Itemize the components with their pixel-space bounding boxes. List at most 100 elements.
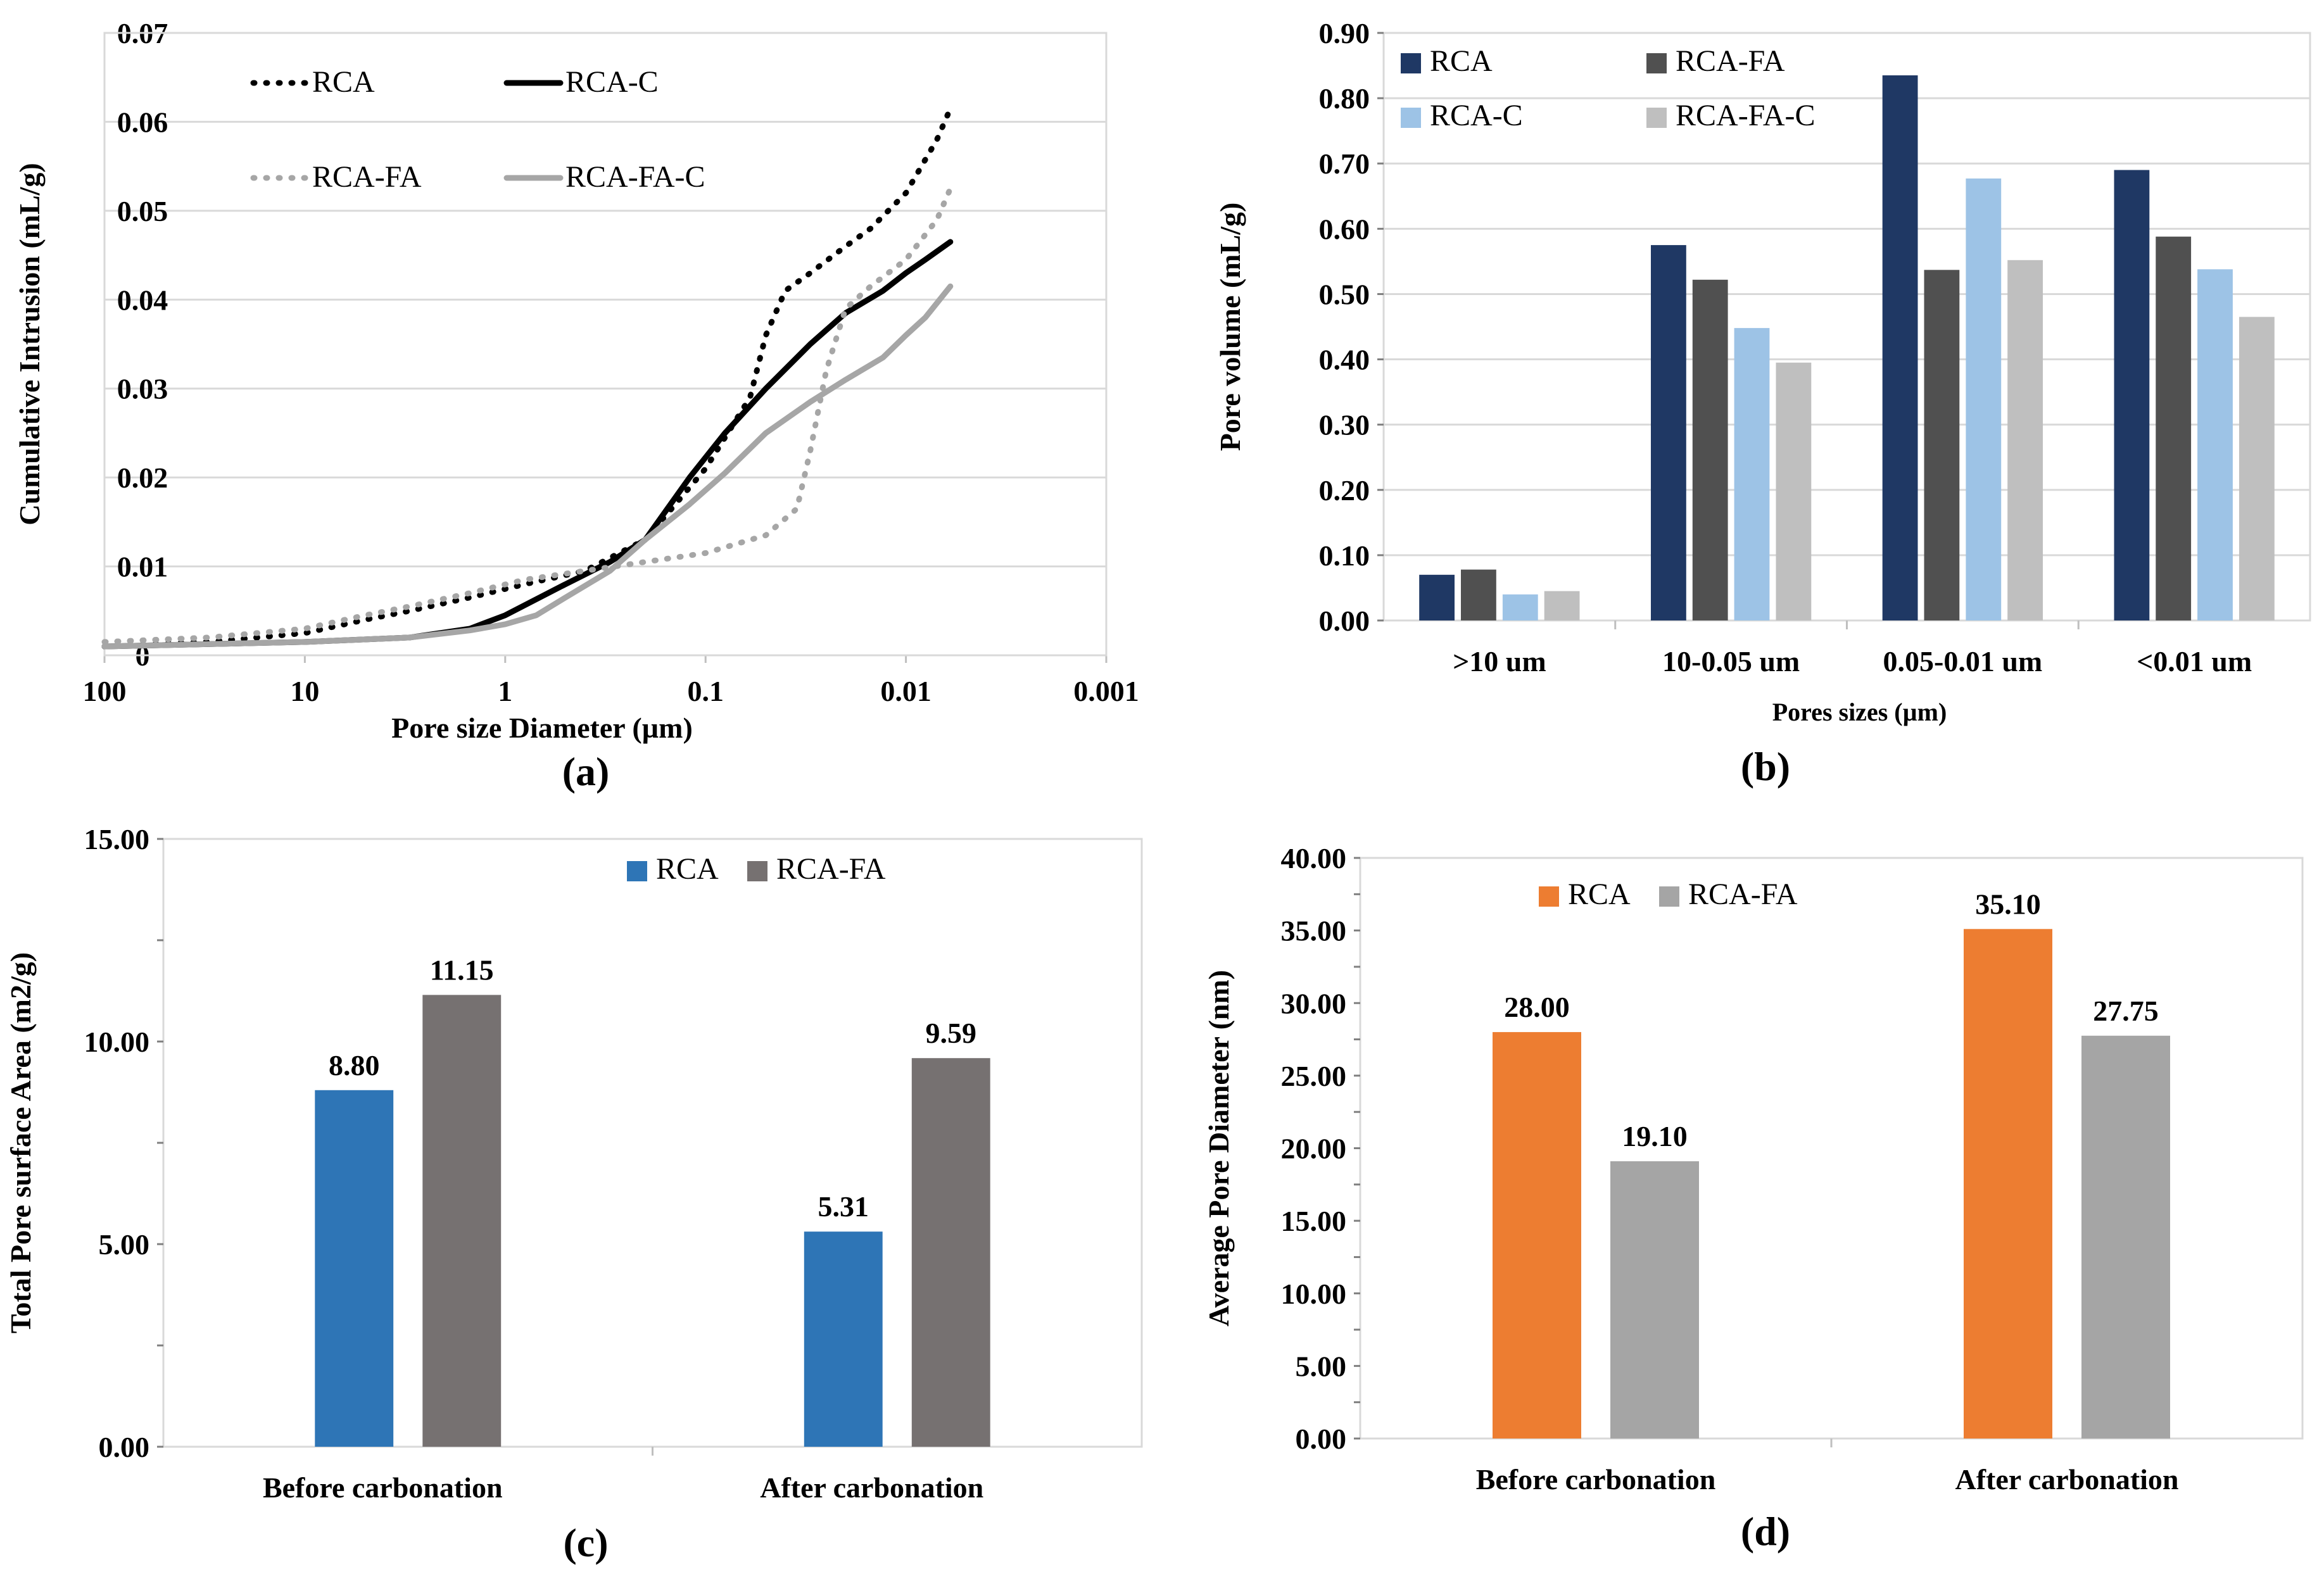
x-tick-label-a: 0.1 xyxy=(687,675,724,707)
legend-label-rca-fa: RCA-FA xyxy=(312,160,422,194)
y-tick-label-a: 0.02 xyxy=(117,462,168,494)
x-tick-label-a: 10 xyxy=(290,675,319,707)
bar-rca-fa-before-carbonation xyxy=(1610,1161,1699,1439)
y-axis-title-c: Total Pore surface Area (m2/g) xyxy=(4,952,37,1333)
x-axis-title-b: Pores sizes (µm) xyxy=(1772,698,1947,726)
legend-swatch-rca xyxy=(1539,886,1559,907)
y-tick-label-c: 15.00 xyxy=(84,823,150,855)
series-line-rca-fa-c xyxy=(101,283,954,650)
series-line-rca-fa xyxy=(101,186,954,645)
x-tick-label-a: 0.01 xyxy=(880,675,931,707)
legend-label-rca-c: RCA-C xyxy=(1430,99,1523,132)
y-tick-label-a: 0.06 xyxy=(117,106,168,138)
legend-label-rca-fa-c: RCA-FA-C xyxy=(565,160,705,194)
y-tick-label-a: 0.04 xyxy=(117,284,168,316)
y-tick-label-b: 0.60 xyxy=(1319,213,1370,245)
y-axis-title-d: Average Pore Diameter (nm) xyxy=(1203,970,1235,1326)
y-tick-label-a: 0.05 xyxy=(117,195,168,227)
y-tick-label-d: 5.00 xyxy=(1296,1350,1347,1382)
y-tick-label-d: 10.00 xyxy=(1281,1278,1347,1310)
x-tick-label-d: After carbonation xyxy=(1955,1463,2178,1495)
bar-rca-10-0-05-um xyxy=(1651,245,1686,621)
x-tick-label-a: 100 xyxy=(83,675,127,707)
bar-rca-c-10-um xyxy=(1502,594,1538,620)
data-label-rca-fa-after-carbonation: 9.59 xyxy=(925,1017,976,1049)
legend-swatch-rca xyxy=(627,861,647,881)
data-label-rca-before-carbonation: 28.00 xyxy=(1504,991,1570,1023)
legend-label-rca-fa: RCA-FA xyxy=(1676,44,1785,78)
data-label-rca-after-carbonation: 5.31 xyxy=(818,1190,869,1223)
legend-swatch-rca-fa xyxy=(1659,886,1679,907)
series-line-rca xyxy=(101,105,954,650)
panel-label-b: (b) xyxy=(1741,744,1790,789)
bar-rca-fa-0-01-um xyxy=(2156,236,2192,620)
bar-rca-fa-after-carbonation xyxy=(2081,1035,2170,1439)
y-tick-label-d: 25.00 xyxy=(1281,1060,1347,1092)
data-label-rca-fa-before-carbonation: 11.15 xyxy=(430,954,494,986)
legend-label-rca-fa: RCA-FA xyxy=(1688,878,1798,911)
y-tick-label-a: 0.01 xyxy=(117,551,168,583)
series-line-rca-c xyxy=(101,239,954,650)
bar-rca-before-carbonation xyxy=(315,1090,394,1447)
y-tick-label-c: 5.00 xyxy=(99,1228,150,1261)
legend-swatch-rca-fa-c xyxy=(1646,108,1667,128)
x-tick-label-c: Before carbonation xyxy=(263,1471,503,1504)
panel-label-c: (c) xyxy=(563,1520,608,1565)
bar-rca-c-10-0-05-um xyxy=(1734,328,1770,620)
bar-rca-fa-c-10-0-05-um xyxy=(1776,362,1812,620)
x-tick-label-b: 10-0.05 um xyxy=(1662,645,1800,677)
legend-label-rca: RCA xyxy=(1430,44,1493,78)
x-tick-label-c: After carbonation xyxy=(760,1471,983,1504)
legend-swatch-rca-fa xyxy=(747,861,767,881)
y-tick-label-b: 0.90 xyxy=(1319,17,1370,49)
x-tick-label-b: <0.01 um xyxy=(2137,645,2252,677)
bar-rca-fa-c-10-um xyxy=(1544,591,1580,620)
y-tick-label-b: 0.30 xyxy=(1319,409,1370,441)
x-axis-title-a: Pore size Diameter (µm) xyxy=(391,712,693,744)
y-tick-label-d: 30.00 xyxy=(1281,987,1347,1019)
chart-c: 0.00 5.00 10.00 15.00 8.80 11.15 Before carbon… xyxy=(4,823,1143,1565)
legend-label-rca: RCA xyxy=(1568,878,1631,911)
bar-rca-fa-before-carbonation xyxy=(422,995,502,1447)
bar-rca-fa-after-carbonation xyxy=(911,1058,990,1447)
y-tick-label-b: 0.20 xyxy=(1319,474,1370,507)
bar-rca-before-carbonation xyxy=(1493,1032,1581,1439)
plot-area-a xyxy=(103,32,1108,657)
legend-swatch-rca xyxy=(1401,53,1421,73)
y-tick-label-c: 0.00 xyxy=(99,1431,150,1463)
bar-rca-fa-10-0-05-um xyxy=(1692,279,1728,620)
chart-d: 0.00 5.00 10.00 15.00 20.00 25.00 30.00 35.00 40… xyxy=(1203,842,2304,1554)
legend-label-rca-c: RCA-C xyxy=(565,65,659,99)
y-tick-label-b: 0.70 xyxy=(1319,148,1370,180)
y-axis-title-a: Cumulative Intrusion (mL/g) xyxy=(13,163,46,525)
legend-swatch-rca-c xyxy=(1401,108,1421,128)
panel-label-a: (a) xyxy=(562,749,610,794)
y-tick-label-b: 0.00 xyxy=(1319,605,1370,637)
bar-rca-fa-0-05-0-01-um xyxy=(1924,270,1960,620)
x-tick-label-a: 0.001 xyxy=(1073,675,1139,707)
y-tick-label-b: 0.50 xyxy=(1319,278,1370,310)
bar-rca-c-0-05-0-01-um xyxy=(1966,178,2002,620)
data-label-rca-after-carbonation: 35.10 xyxy=(1975,888,2041,920)
y-axis-title-b: Pore volume (mL/g) xyxy=(1214,203,1246,451)
bar-rca-fa-10-um xyxy=(1461,569,1496,620)
y-tick-label-a: 0.03 xyxy=(117,373,168,405)
x-tick-label-d: Before carbonation xyxy=(1476,1463,1716,1495)
y-tick-label-b: 0.40 xyxy=(1319,344,1370,376)
panel-label-d: (d) xyxy=(1741,1509,1790,1554)
bar-rca-0-05-0-01-um xyxy=(1882,75,1918,620)
y-tick-label-d: 20.00 xyxy=(1281,1133,1347,1165)
x-tick-label-b: 0.05-0.01 um xyxy=(1883,645,2043,677)
y-tick-label-d: 35.00 xyxy=(1281,915,1347,947)
data-label-rca-fa-before-carbonation: 19.10 xyxy=(1622,1120,1688,1152)
bar-rca-0-01-um xyxy=(2114,170,2150,620)
bar-rca-fa-c-0-05-0-01-um xyxy=(2007,260,2043,620)
y-tick-label-d: 0.00 xyxy=(1296,1423,1347,1455)
legend-label-rca: RCA xyxy=(656,852,719,886)
y-tick-label-c: 10.00 xyxy=(84,1026,150,1058)
bar-rca-after-carbonation xyxy=(804,1231,883,1447)
legend-label-rca-fa-c: RCA-FA-C xyxy=(1676,99,1815,132)
chart-b: 0.00 0.10 0.20 0.30 0.40 0.50 0.60 0.70 0.80 0.90… xyxy=(1214,17,2311,789)
